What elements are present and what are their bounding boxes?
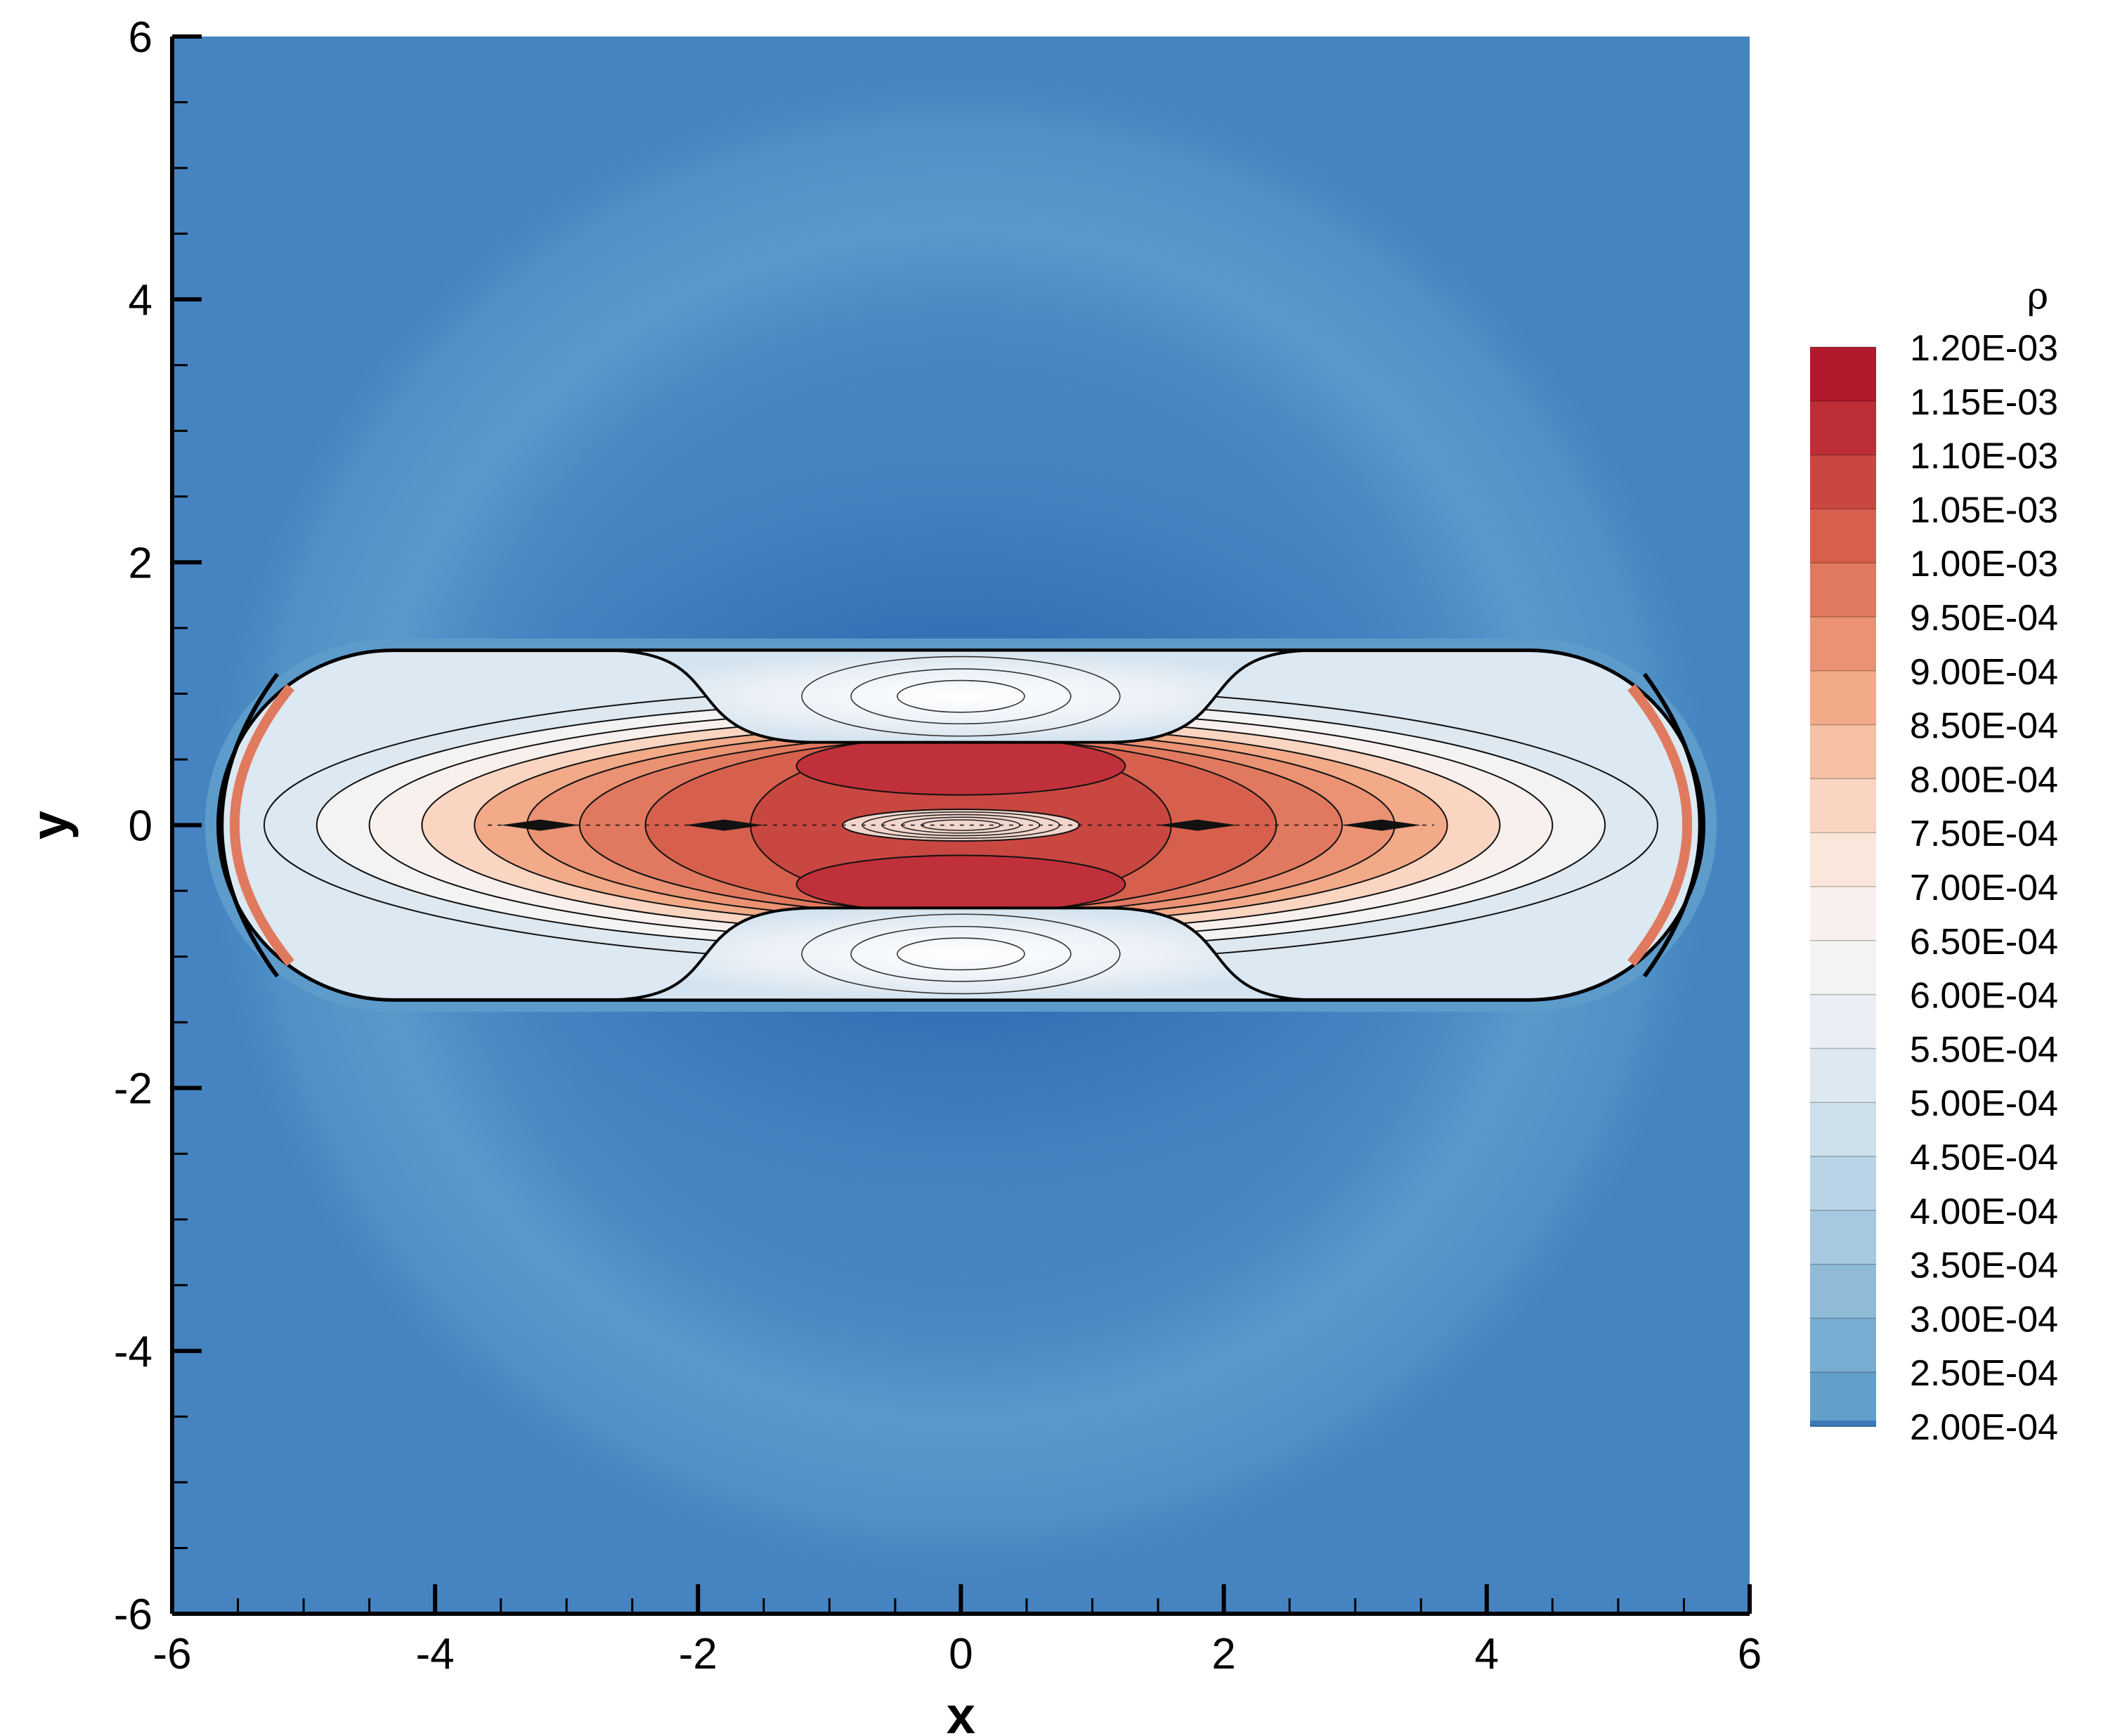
colorbar-level-label: 7.50E-04 xyxy=(1910,814,2058,854)
colorbar-swatch xyxy=(1810,833,1876,887)
cap-contour-line xyxy=(801,913,1121,995)
colorbar-swatch xyxy=(1810,1421,1876,1426)
colorbar-level-label: 7.00E-04 xyxy=(1910,868,2058,908)
colorbar-swatch xyxy=(1810,724,1876,780)
x-axis-title: x xyxy=(946,1686,975,1736)
x-tick-label: 2 xyxy=(1211,1630,1235,1678)
x-tick-label: 0 xyxy=(949,1630,972,1678)
colorbar-level-label: 2.00E-04 xyxy=(1910,1407,2058,1448)
end-cap-shock xyxy=(1642,672,1703,978)
colorbar-level-label: 6.00E-04 xyxy=(1910,976,2058,1017)
colorbar-swatch xyxy=(1810,617,1876,672)
colorbar-title: ρ xyxy=(2027,275,2049,318)
end-cap-rim xyxy=(1627,684,1693,967)
colorbar-swatch xyxy=(1810,347,1876,402)
y-tick-label: 4 xyxy=(129,276,152,325)
colorbar-swatch xyxy=(1810,887,1876,941)
colorbar-swatch xyxy=(1810,400,1876,456)
density-field xyxy=(172,37,1750,1614)
colorbar-swatch xyxy=(1810,778,1876,834)
colorbar-swatch xyxy=(1810,1264,1876,1319)
colorbar-level-label: 9.50E-04 xyxy=(1910,598,2058,639)
cap-contour-line xyxy=(850,925,1072,982)
colorbar-level-label: 1.10E-03 xyxy=(1910,436,2058,477)
x-tick-label: -6 xyxy=(152,1630,191,1678)
cap-contour-line xyxy=(850,668,1072,725)
y-tick-label: -2 xyxy=(114,1065,152,1114)
colorbar-level-label: 8.50E-04 xyxy=(1910,706,2058,747)
colorbar-level-label: 5.00E-04 xyxy=(1910,1083,2058,1124)
y-tick-label: 0 xyxy=(129,802,152,851)
colorbar-level-label: 1.20E-03 xyxy=(1910,328,2058,369)
colorbar-swatch xyxy=(1810,563,1876,618)
axes: -6 -4 -2 0 2 4 6 -6 -4 -2 0 2 4 6 x y xyxy=(20,13,1762,1736)
end-cap-rim xyxy=(229,684,294,967)
colorbar-level-label: 6.50E-04 xyxy=(1910,922,2058,962)
x-tick-label: 4 xyxy=(1475,1630,1499,1678)
y-tick-label: 6 xyxy=(129,13,152,62)
colorbar-level-label: 1.15E-03 xyxy=(1910,382,2058,423)
cap-contour-line xyxy=(801,655,1121,737)
axis-jet-feature xyxy=(1342,819,1421,831)
colorbar-level-label: 8.00E-04 xyxy=(1910,759,2058,800)
colorbar-swatch xyxy=(1810,1372,1876,1427)
colorbar-level-label: 4.00E-04 xyxy=(1910,1192,2058,1232)
colorbar-swatch xyxy=(1810,670,1876,726)
cap-contour-line xyxy=(897,679,1025,713)
colorbar-level-label: 9.00E-04 xyxy=(1910,652,2058,693)
y-axis-title: y xyxy=(20,811,79,840)
colorbar-swatch xyxy=(1810,1156,1876,1211)
cap-contour-line xyxy=(897,937,1025,971)
lower-cap-cavity xyxy=(606,906,1316,1002)
colorbar-swatch xyxy=(1810,1102,1876,1157)
colorbar-level-label: 4.50E-04 xyxy=(1910,1137,2058,1178)
x-tick-label: 6 xyxy=(1738,1630,1762,1678)
core-lobe-lower xyxy=(795,854,1126,914)
colorbar-level-label: 3.50E-04 xyxy=(1910,1246,2058,1286)
x-tick-label: -4 xyxy=(416,1630,455,1678)
colorbar-level-label: 3.00E-04 xyxy=(1910,1299,2058,1340)
colorbar-swatch xyxy=(1810,940,1876,996)
colorbar-swatch xyxy=(1810,1210,1876,1265)
upper-cap-cavity xyxy=(606,648,1316,744)
colorbar-level-label: 1.05E-03 xyxy=(1910,490,2058,530)
colorbar-swatch xyxy=(1810,1048,1876,1104)
y-tick-label: -6 xyxy=(114,1591,152,1639)
core-lobe-upper xyxy=(795,736,1126,796)
end-cap-shock xyxy=(219,672,280,978)
y-tick-label: 2 xyxy=(129,539,152,587)
colorbar-swatch xyxy=(1810,509,1876,564)
colorbar-level-label: 2.50E-04 xyxy=(1910,1353,2058,1394)
colorbar-level-label: 1.00E-03 xyxy=(1910,544,2058,585)
colorbar: 1.20E-03 1.15E-03 1.10E-03 1.05E-03 1.00E-03… xyxy=(1810,275,2058,1448)
colorbar-swatch xyxy=(1810,994,1876,1050)
colorbar-swatch xyxy=(1810,1318,1876,1373)
colorbar-swatch xyxy=(1810,455,1876,510)
x-tick-label: -2 xyxy=(679,1630,717,1678)
colorbar-level-label: 5.50E-04 xyxy=(1910,1029,2058,1070)
y-tick-label: -4 xyxy=(114,1328,152,1376)
plot-area xyxy=(172,37,1750,1614)
